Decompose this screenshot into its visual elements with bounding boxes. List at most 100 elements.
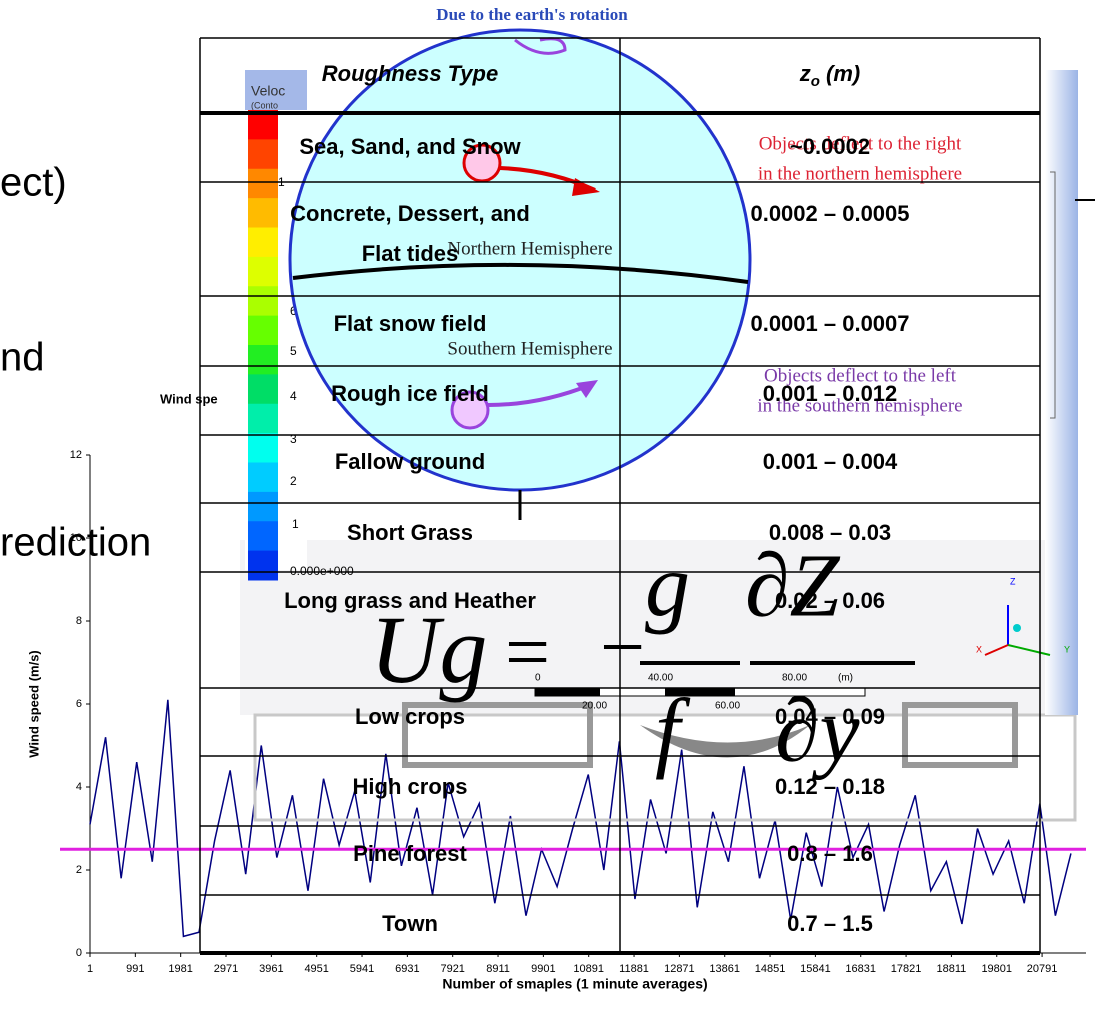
x-tick-label: 13861 [709, 963, 740, 975]
legend-label: 1 [292, 517, 299, 531]
object-north [462, 143, 502, 183]
diagram-note: Objects deflect to the right [759, 133, 962, 154]
table-cell: 0.04 – 0.09 [775, 704, 885, 729]
y-tick-label: 2 [76, 864, 82, 876]
diagram-note: in the southern hemisphere [757, 395, 962, 416]
colorbar-step [248, 462, 278, 493]
table: Roughness Type zo (m) Sea, Sand, and Snow ~… [199, 37, 1041, 955]
legend-title: Veloc [251, 83, 285, 99]
table-cell: Town [382, 911, 438, 936]
equation: Ug = − g f ∂Z ∂y [370, 537, 915, 781]
diagram-labels: Objects deflect to the right in the nort… [447, 133, 962, 416]
x-tick-label: 2971 [214, 963, 238, 975]
south-arrow [487, 383, 591, 407]
x-tick-label: 5941 [350, 963, 374, 975]
eq-sign: = [505, 608, 550, 696]
legend-label: 4 [290, 389, 297, 403]
table-cell: Low crops [355, 704, 465, 729]
scale-label: 60.00 [715, 701, 740, 712]
axis-label: Z [1010, 576, 1016, 586]
x-tick-label: 19801 [981, 963, 1012, 975]
table-cell: ~0.0002 [790, 134, 870, 159]
table-cell: Pine forest [353, 841, 467, 866]
table-cell: Long grass and Heather [284, 588, 536, 613]
earth [288, 28, 752, 492]
table-cell: 0.8 – 1.6 [787, 841, 873, 866]
y-tick-label: 12 [70, 449, 82, 461]
hemisphere-label: Northern Hemisphere [447, 238, 612, 259]
scale-label: 80.00 [782, 673, 807, 684]
table-cell: Fallow ground [335, 449, 485, 474]
table-cell: 0.001 – 0.004 [763, 449, 898, 474]
x-tick-label: 20791 [1027, 963, 1058, 975]
table-cell: 0.0002 – 0.0005 [750, 201, 909, 226]
colorbar-step [248, 315, 278, 346]
colorbar-step [248, 198, 278, 228]
diagram-note: Objects deflect to the left [764, 365, 957, 386]
table-cell: Sea, Sand, and Snow [299, 134, 521, 159]
y-tick-label: 4 [76, 781, 82, 793]
table-cell: Concrete, Dessert, and [290, 201, 530, 226]
x-tick-label: 6931 [395, 963, 419, 975]
x-tick-label: 18811 [937, 963, 967, 975]
legend-title: (Conto [251, 100, 278, 110]
colorbar-step [248, 403, 278, 434]
x-tick-label: 14851 [755, 963, 786, 975]
legend-label: 2 [290, 474, 297, 488]
eq-num: ∂Z [745, 537, 840, 636]
colorbar-step [248, 286, 278, 317]
diagram-title: Due to the earth's rotation [436, 5, 628, 24]
rotation-arrow [514, 37, 567, 55]
slide-text: ect) [0, 161, 67, 205]
y-tick-label: 10 [70, 532, 82, 544]
colorbar-step [248, 374, 278, 405]
scale-bar-seg [535, 688, 600, 696]
table-header: zo (m) [799, 61, 861, 90]
scale-label: 40.00 [648, 673, 673, 684]
table-cell: High crops [353, 774, 468, 799]
x-tick-label: 12871 [664, 963, 695, 975]
legend-label: 6 [290, 304, 297, 318]
table-cell: 0.001 – 0.012 [763, 381, 898, 406]
x-tick-label: 9901 [531, 963, 555, 975]
y-axis-label: Wind speed (m/s) [26, 650, 41, 758]
y-tick-label: 8 [76, 615, 82, 627]
eq-lhs: Ug [370, 596, 487, 703]
colorbar-step [248, 491, 278, 522]
axis-label: X [976, 644, 982, 654]
legend-label: 3 [290, 432, 297, 446]
colorbar-step [248, 256, 278, 287]
colorbar-step [248, 345, 278, 375]
hemisphere-label: Southern Hemisphere [447, 338, 612, 359]
x-axis-label: Number of smaples (1 minute averages) [442, 976, 707, 992]
header-part: (m) [820, 61, 860, 86]
table-cell: Flat snow field [334, 311, 487, 336]
bracket [1050, 171, 1056, 419]
table-cell: 0.02 – 0.06 [775, 588, 885, 613]
sim-box [902, 702, 1018, 768]
x-tick-label: 10891 [573, 963, 604, 975]
legend-label: 0.000e+000 [290, 564, 354, 578]
scale-label: 20.00 [582, 701, 607, 712]
x-tick-label: 1981 [168, 963, 192, 975]
eq-minus: − [600, 603, 645, 691]
colorbar-step [248, 433, 278, 463]
sim-shape [640, 725, 810, 758]
y-tick-label: 6 [76, 698, 82, 710]
table-cell: Flat tides [362, 241, 459, 266]
header-part: z [799, 61, 811, 86]
south-arrowhead [576, 380, 598, 398]
diagram-note: in the northern hemisphere [758, 163, 962, 184]
scale-bar-seg [665, 688, 735, 696]
eq-den: ∂y [775, 682, 859, 781]
side-gradient [1045, 70, 1078, 715]
x-tick-label: 8911 [486, 963, 510, 975]
x-tick-label: 15841 [800, 963, 831, 975]
slide-text: nd [0, 336, 45, 380]
table-cell: Rough ice field [331, 381, 489, 406]
scale-label: 0 [535, 673, 541, 684]
x-tick-label: 4951 [304, 963, 328, 975]
slide-text: rediction [0, 521, 151, 565]
table-cell: Short Grass [347, 520, 473, 545]
